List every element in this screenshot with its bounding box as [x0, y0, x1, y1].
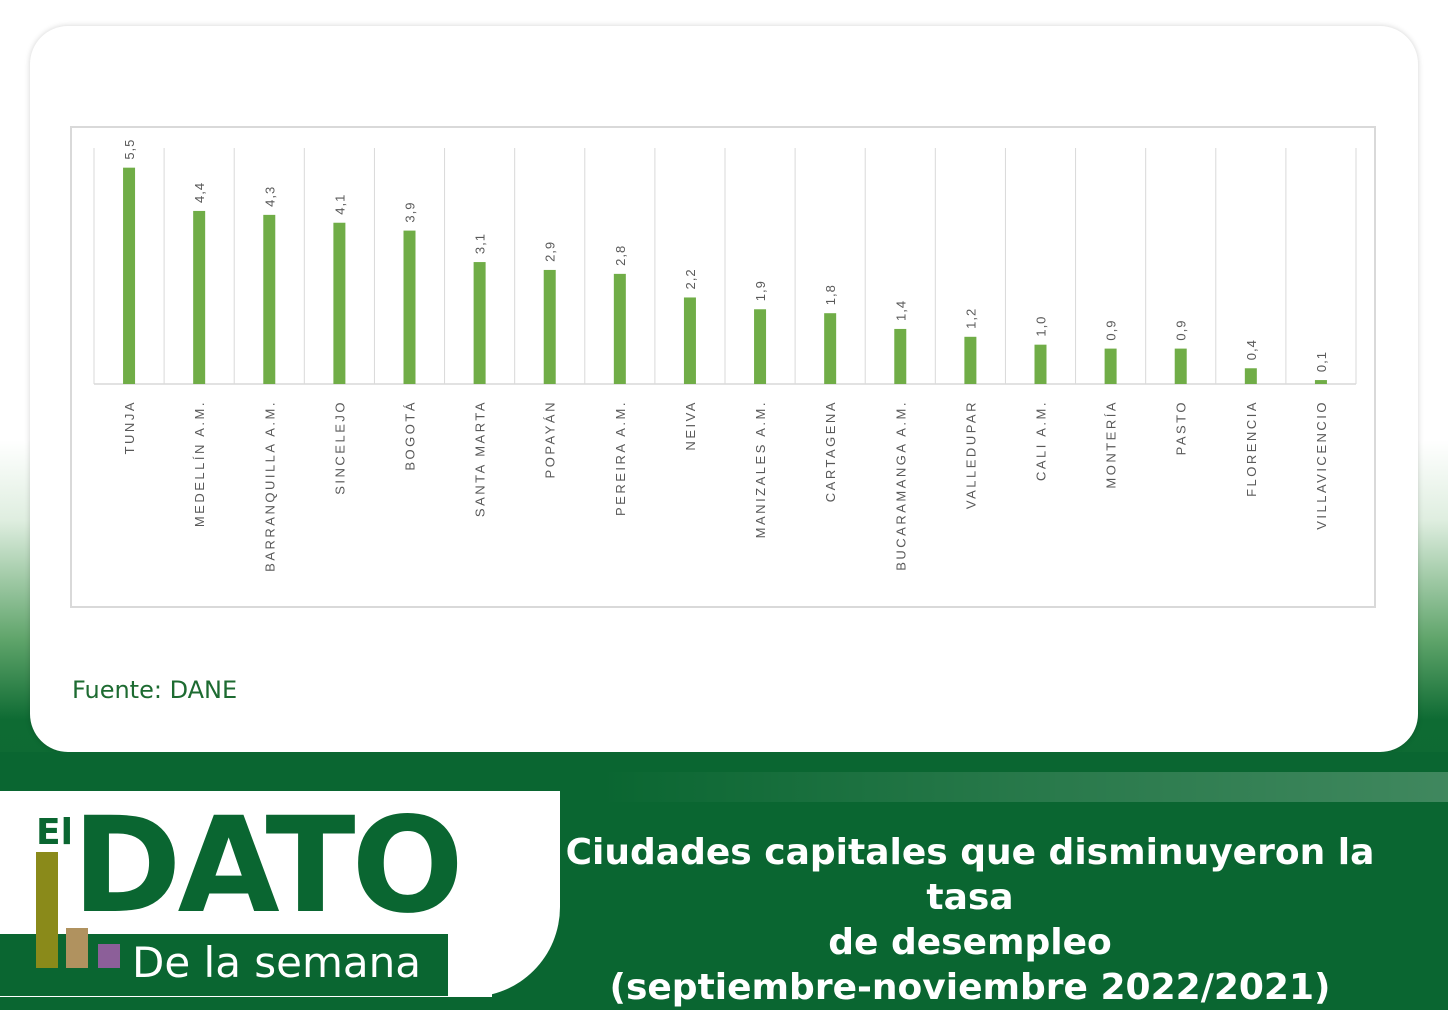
bar — [1034, 344, 1047, 384]
data-label: 3,1 — [473, 233, 488, 254]
logo-el-text: El — [36, 812, 73, 853]
category-label: FLORENCIA — [1244, 400, 1259, 497]
bar — [193, 210, 206, 384]
logo-subtitle: De la semana — [132, 938, 422, 987]
logo-bar-olive — [36, 852, 58, 968]
bar — [824, 313, 837, 384]
category-label: NEIVA — [683, 400, 698, 451]
data-label: 1,2 — [963, 308, 978, 329]
category-label: VALLEDUPAR — [963, 400, 978, 509]
chart-frame: 5,5 TUNJA 4,4 MEDELLÍN A.M. 4,3 BARRANQUILLA … — [70, 126, 1376, 608]
category-label: BUCARAMANGA A.M. — [893, 400, 908, 571]
data-label: 0,4 — [1244, 339, 1259, 360]
bar — [613, 273, 626, 384]
data-label: 4,3 — [262, 186, 277, 207]
bar — [473, 262, 486, 384]
headline-line-3: (septiembre-noviembre 2022/2021) — [609, 967, 1331, 1008]
category-label: PASTO — [1174, 400, 1189, 455]
bar — [894, 328, 907, 384]
data-label: 1,0 — [1034, 316, 1049, 337]
source-note: Fuente: DANE — [72, 676, 238, 704]
bar — [333, 222, 346, 384]
data-label: 4,4 — [192, 182, 207, 203]
data-label: 2,8 — [613, 245, 628, 266]
bar — [403, 230, 416, 384]
data-label: 2,9 — [543, 241, 558, 262]
category-label: MEDELLÍN A.M. — [192, 400, 207, 527]
category-label: POPAYÁN — [543, 400, 558, 478]
logo-dato-text: DATO — [72, 789, 464, 943]
bar-chart: 5,5 TUNJA 4,4 MEDELLÍN A.M. 4,3 BARRANQUILLA … — [93, 139, 1357, 572]
logo-bar-purple — [98, 944, 120, 968]
category-label: CALI A.M. — [1034, 400, 1049, 481]
bar — [1104, 348, 1117, 384]
bar — [123, 167, 136, 384]
bar — [754, 309, 767, 384]
data-label: 0,9 — [1174, 320, 1189, 341]
data-label: 1,4 — [893, 300, 908, 321]
bar — [964, 336, 977, 384]
bar — [1174, 348, 1187, 384]
data-label: 1,9 — [753, 280, 768, 301]
bar — [1244, 368, 1257, 384]
data-label: 3,9 — [403, 202, 418, 223]
category-label: MANIZALES A.M. — [753, 400, 768, 538]
category-label: MONTERÍA — [1104, 400, 1119, 489]
bar — [683, 297, 696, 384]
headline-line-2: de desempleo — [828, 922, 1112, 963]
category-label: PEREIRA A.M. — [613, 400, 628, 516]
category-label: BOGOTÁ — [403, 400, 418, 471]
bar — [543, 269, 556, 384]
band-stripe — [600, 772, 1448, 802]
headline: Ciudades capitales que disminuyeron la t… — [520, 830, 1420, 1010]
category-label: TUNJA — [122, 400, 137, 454]
bar — [263, 214, 276, 384]
data-label: 4,1 — [332, 194, 347, 215]
logo-bar-tan — [66, 928, 88, 968]
headline-line-1: Ciudades capitales que disminuyeron la t… — [565, 832, 1375, 918]
data-label: 5,5 — [122, 139, 137, 160]
bar — [1314, 380, 1327, 384]
category-label: BARRANQUILLA A.M. — [262, 400, 277, 572]
data-label: 1,8 — [823, 284, 838, 305]
category-label: SANTA MARTA — [473, 400, 488, 517]
category-label: SINCELEJO — [332, 400, 347, 495]
category-label: VILLAVICENCIO — [1314, 400, 1329, 530]
data-label: 0,1 — [1314, 351, 1329, 372]
category-label: CARTAGENA — [823, 400, 838, 502]
data-label: 2,2 — [683, 268, 698, 289]
data-label: 0,9 — [1104, 320, 1119, 341]
